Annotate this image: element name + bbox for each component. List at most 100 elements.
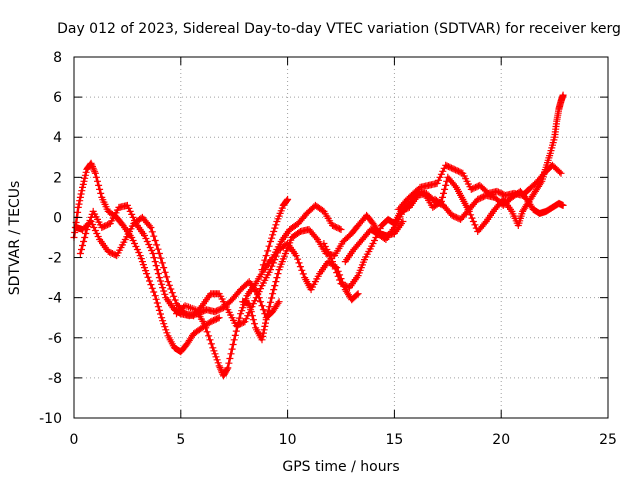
- data-point: [361, 238, 363, 241]
- data-point: [165, 297, 167, 299]
- data-point: [560, 100, 562, 102]
- data-point: [366, 214, 368, 216]
- x-axis-label: GPS time / hours: [282, 459, 399, 475]
- data-point: [528, 188, 530, 190]
- data-point: [419, 186, 421, 188]
- data-point: [545, 166, 547, 168]
- data-point: [252, 303, 254, 305]
- data-point: [381, 224, 383, 227]
- data-point: [227, 309, 229, 311]
- data-point: [323, 242, 325, 245]
- axis-ticks: [73, 56, 609, 419]
- data-point: [272, 257, 274, 259]
- y-tick-label: 6: [53, 90, 62, 106]
- data-point: [248, 303, 250, 305]
- data-point: [462, 172, 464, 174]
- data-point: [331, 224, 334, 227]
- data-point: [363, 259, 366, 261]
- x-tick-label: 0: [70, 432, 79, 448]
- data-point: [351, 299, 353, 301]
- data-point: [150, 226, 152, 229]
- data-point: [402, 210, 404, 212]
- data-point: [118, 206, 120, 208]
- data-point: [534, 190, 537, 192]
- y-axis-label: SDTVAR / TECUs: [7, 181, 23, 296]
- y-tick-label: 2: [53, 170, 62, 186]
- data-point: [340, 228, 342, 231]
- data-point: [351, 232, 353, 235]
- data-point: [517, 224, 519, 227]
- data-point: [308, 228, 310, 231]
- data-point: [485, 194, 487, 196]
- x-tick-label: 25: [599, 432, 617, 448]
- data-point: [306, 212, 308, 214]
- data-point: [203, 323, 205, 325]
- data-point: [90, 220, 92, 223]
- data-point: [272, 293, 274, 295]
- y-tick-label: 8: [53, 50, 62, 66]
- data-point: [470, 188, 472, 190]
- data-point: [477, 198, 479, 200]
- data-point: [90, 162, 92, 164]
- data-point: [101, 226, 103, 229]
- data-point: [261, 269, 263, 271]
- y-tick-label: -4: [48, 291, 62, 307]
- data-point: [284, 252, 287, 255]
- data-point: [265, 319, 267, 321]
- data-point: [558, 202, 560, 204]
- data-point: [289, 228, 291, 231]
- series-arc-4: [173, 201, 345, 380]
- data-point: [536, 180, 539, 182]
- data-point: [310, 289, 312, 291]
- data-point: [246, 295, 248, 297]
- data-point: [541, 180, 543, 182]
- data-point: [511, 210, 513, 212]
- data-point: [502, 198, 504, 200]
- x-axis-tick-labels: 0 5 10 15 20 25: [70, 432, 617, 448]
- data-point: [278, 301, 280, 303]
- series-arc-9: [395, 91, 567, 235]
- data-point: [485, 220, 487, 223]
- data-point: [212, 347, 214, 349]
- data-point: [393, 232, 395, 235]
- data-point: [344, 289, 346, 291]
- data-point: [393, 226, 395, 229]
- data-point: [496, 190, 498, 192]
- data-point: [376, 232, 378, 235]
- data-point: [562, 204, 564, 206]
- data-point: [205, 309, 207, 311]
- data-point: [143, 234, 146, 237]
- chart-title: Day 012 of 2023, Sidereal Day-to-day VTE…: [57, 21, 621, 37]
- series-arc-1: [70, 159, 223, 356]
- data-point: [152, 252, 154, 255]
- data-point: [551, 206, 554, 208]
- data-point: [434, 198, 436, 200]
- data-point: [116, 255, 118, 257]
- data-point: [272, 311, 274, 313]
- data-point: [210, 293, 212, 295]
- data-point: [479, 184, 481, 186]
- series-arc-10: [431, 187, 567, 223]
- data-point: [387, 218, 389, 220]
- y-tick-label: -2: [48, 251, 62, 267]
- y-tick-label: -10: [39, 411, 62, 427]
- data-point: [410, 198, 413, 200]
- data-point: [455, 186, 457, 188]
- data-point: [348, 287, 351, 289]
- data-point: [334, 255, 336, 257]
- data-series: [70, 91, 567, 380]
- data-point: [218, 365, 220, 367]
- data-point: [193, 315, 195, 317]
- data-point: [336, 267, 338, 269]
- data-point: [353, 248, 355, 251]
- data-point: [248, 281, 250, 283]
- data-point: [173, 347, 175, 349]
- data-point: [133, 222, 135, 225]
- data-point: [269, 269, 272, 271]
- data-point: [402, 220, 404, 223]
- data-point: [398, 208, 400, 210]
- data-point: [453, 168, 455, 170]
- data-point: [269, 240, 272, 243]
- data-point: [428, 184, 430, 186]
- data-point: [146, 273, 148, 275]
